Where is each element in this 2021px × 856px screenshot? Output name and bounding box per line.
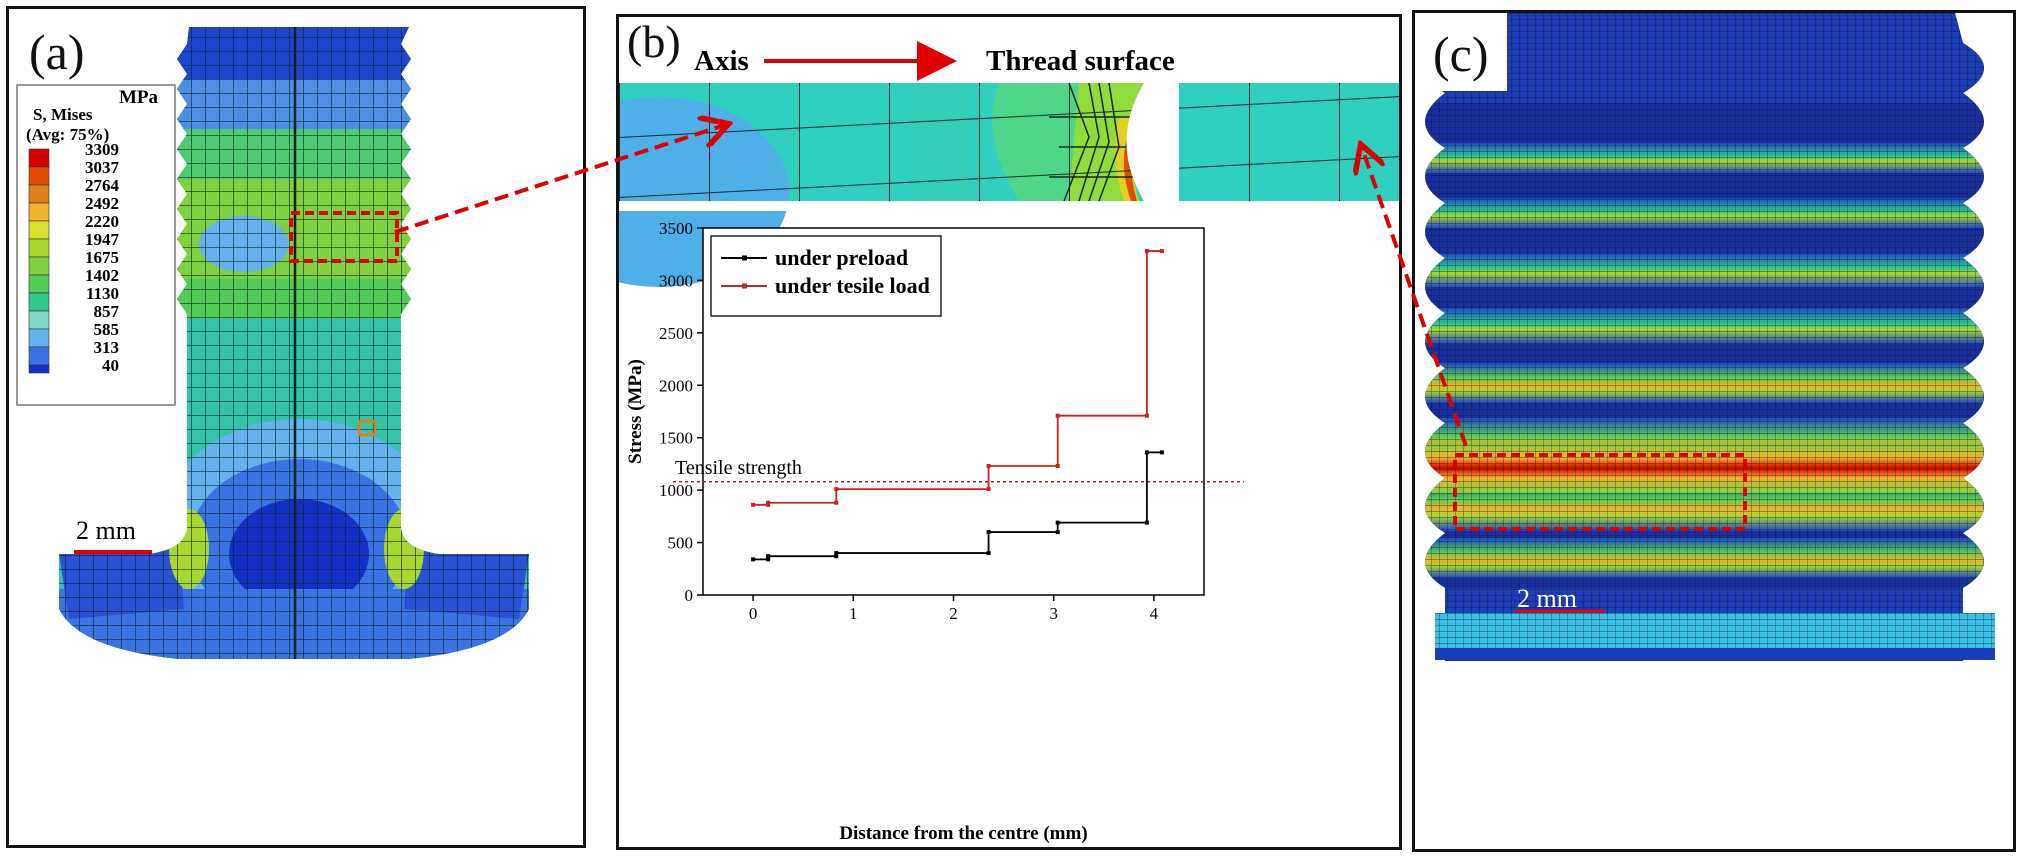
legend-swatch [28, 346, 50, 366]
thread-surface-label: Thread surface [986, 45, 1175, 77]
panel-c-label: (c) [1415, 13, 1507, 91]
legend-value-label: 1947 [85, 230, 120, 249]
series-point-1 [766, 500, 771, 505]
x-tick-label: 1 [849, 604, 858, 623]
y-tick-label: 1000 [659, 481, 693, 500]
panel-a: 3309 3037 2764 2492 2220 1947 1675 1402 1130 857 5… [6, 6, 586, 848]
legend-value-label: 313 [94, 338, 120, 357]
x-tick-label: 2 [949, 604, 958, 623]
series-point-0 [1055, 530, 1060, 535]
series-point-0 [834, 554, 839, 559]
legend-swatch [28, 238, 50, 258]
legend-title-1: S, Mises [33, 105, 93, 124]
legend-swatch [28, 148, 50, 168]
axis-label: Axis [694, 45, 749, 77]
legend-swatch [28, 256, 50, 276]
series-point-1 [1055, 413, 1060, 418]
series-point-0 [751, 557, 756, 562]
legend-swatch [28, 184, 50, 204]
series-point-1 [986, 464, 991, 469]
legend-value-label: 2220 [85, 212, 119, 231]
panel-b-svg: Axis Thread surface 0 1 2 3 4 0 500 1000 1500 200… [619, 41, 1399, 844]
y-tick-label: 3500 [659, 219, 693, 238]
legend-swatch [28, 220, 50, 240]
legend-value-label: 2764 [85, 176, 120, 195]
series-point-0 [766, 557, 771, 562]
panel-c-fea-image: 2 mm [1415, 13, 2013, 849]
x-tick-label: 4 [1150, 604, 1159, 623]
series-point-1 [751, 502, 756, 507]
series-point-0 [1144, 450, 1149, 455]
legend-marker-1 [742, 283, 747, 289]
panel-c: 2 mm (c) [1412, 10, 2016, 852]
legend-swatch [28, 364, 50, 374]
chart-ylabel: Stress (MPa) [625, 359, 646, 464]
series-point-1 [1144, 413, 1149, 418]
chart-xlabel: Distance from the centre (mm) [839, 823, 1087, 844]
scale-label-c: 2 mm [1517, 584, 1577, 613]
legend-value-label: 585 [94, 320, 120, 339]
legend-value-label: 1130 [86, 284, 119, 303]
legend-title-2: (Avg: 75%) [26, 125, 109, 144]
legend-entry-tensile: under tesile load [775, 273, 930, 298]
y-tick-label: 0 [685, 586, 694, 605]
panel-a-label: (a) [29, 24, 85, 80]
legend-value-label: 1402 [85, 266, 119, 285]
panel-b-label: (b) [627, 16, 681, 67]
scale-label-a: 2 mm [76, 516, 136, 545]
legend-swatch [28, 166, 50, 186]
legend-swatch [28, 202, 50, 222]
y-tick-label: 500 [668, 534, 694, 553]
series-point-0 [834, 551, 839, 556]
legend-value-label: 3309 [85, 140, 119, 159]
legend-value-label: 2492 [85, 194, 119, 213]
y-tick-label: 1500 [659, 429, 693, 448]
legend-value-label: 857 [94, 302, 120, 321]
panel-a-fea-image: 3309303727642492222019471675140211308575… [16, 27, 529, 659]
legend-swatch [28, 310, 50, 330]
series-point-1 [1159, 249, 1164, 254]
reference-line-label: Tensile strength [675, 457, 802, 479]
legend-value-label: 1675 [85, 248, 119, 267]
x-tick-label: 3 [1049, 604, 1058, 623]
series-point-0 [986, 551, 991, 556]
panel-b: Axis Thread surface 0 1 2 3 4 0 500 1000 1500 200… [616, 14, 1402, 850]
series-point-1 [834, 487, 839, 492]
legend-marker-0 [742, 255, 747, 261]
series-point-0 [1144, 520, 1149, 525]
series-point-1 [1144, 249, 1149, 254]
x-tick-label: 0 [749, 604, 758, 623]
zoomed-mesh [619, 82, 1399, 287]
series-point-0 [1055, 520, 1060, 525]
series-point-0 [986, 530, 991, 535]
legend-unit: MPa [119, 87, 159, 108]
stress-chart: 0 1 2 3 4 0 500 1000 1500 2000 2500 3000 3500 [659, 219, 1244, 623]
y-tick-label: 2000 [659, 376, 693, 395]
series-point-1 [986, 487, 991, 492]
legend-swatch [28, 328, 50, 348]
legend-value-label: 40 [102, 356, 119, 375]
legend-swatch [28, 274, 50, 294]
series-point-0 [766, 554, 771, 559]
series-point-1 [834, 500, 839, 505]
series-point-1 [766, 502, 771, 507]
legend-value-label: 3037 [85, 158, 120, 177]
legend-entry-preload: under preload [775, 245, 908, 270]
series-point-0 [1159, 450, 1164, 455]
legend-swatch [28, 292, 50, 312]
chart-legend-box [710, 235, 942, 317]
y-tick-label: 3000 [659, 271, 693, 290]
y-tick-label: 2500 [659, 324, 693, 343]
series-point-1 [1055, 464, 1060, 469]
